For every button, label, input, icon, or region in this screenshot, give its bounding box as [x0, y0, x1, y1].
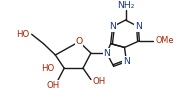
Text: HO: HO [41, 64, 54, 73]
Text: N: N [123, 57, 130, 66]
Text: HO: HO [16, 30, 30, 39]
Text: N: N [135, 22, 142, 31]
Text: NH₂: NH₂ [117, 1, 134, 10]
Text: OH: OH [47, 81, 60, 90]
Text: N: N [103, 49, 110, 58]
Text: O: O [75, 37, 83, 46]
Text: OMe: OMe [155, 36, 174, 45]
Text: N: N [109, 22, 116, 31]
Text: OH: OH [93, 77, 106, 86]
